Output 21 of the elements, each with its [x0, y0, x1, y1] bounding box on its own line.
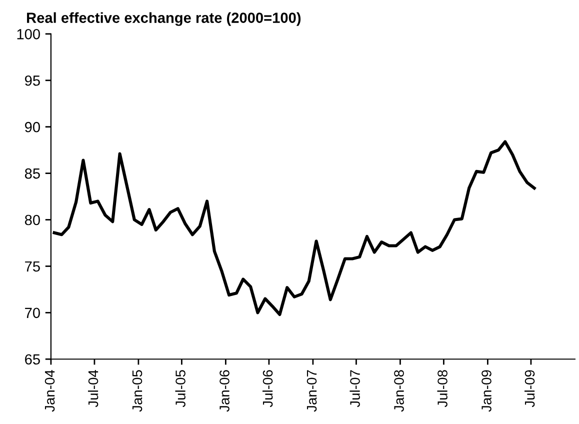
y-tick-label: 80	[24, 214, 40, 226]
x-tick-label: Jul-07	[350, 370, 360, 408]
x-tick-label: Jul-06	[262, 370, 273, 408]
x-tick-label: Jul-04	[88, 370, 98, 408]
x-tick-label: Jan-05	[132, 370, 142, 412]
x-tick-label: Jul-08	[437, 370, 448, 408]
x-tick-label: Jul-09	[524, 370, 535, 408]
x-tick-label: Jan-08	[394, 370, 404, 412]
y-tick-label: 90	[25, 122, 40, 132]
y-tick-label: 70	[25, 308, 40, 318]
y-tick-label: 85	[24, 168, 40, 179]
y-tick-label: 100	[17, 29, 40, 40]
y-tick-label: 95	[25, 75, 40, 86]
x-tick-label: Jan-04	[44, 370, 55, 412]
y-tick-label: 75	[25, 261, 40, 272]
x-tick-label: Jan-06	[220, 370, 230, 412]
x-tick-label: Jan-09	[482, 370, 492, 412]
x-tick-label: Jan-07	[306, 370, 317, 412]
chart-title: Real effective exchange rate (2000=100)	[27, 12, 301, 26]
y-tick-label: 65	[25, 354, 40, 365]
x-tick-label: Jul-05	[175, 370, 186, 408]
